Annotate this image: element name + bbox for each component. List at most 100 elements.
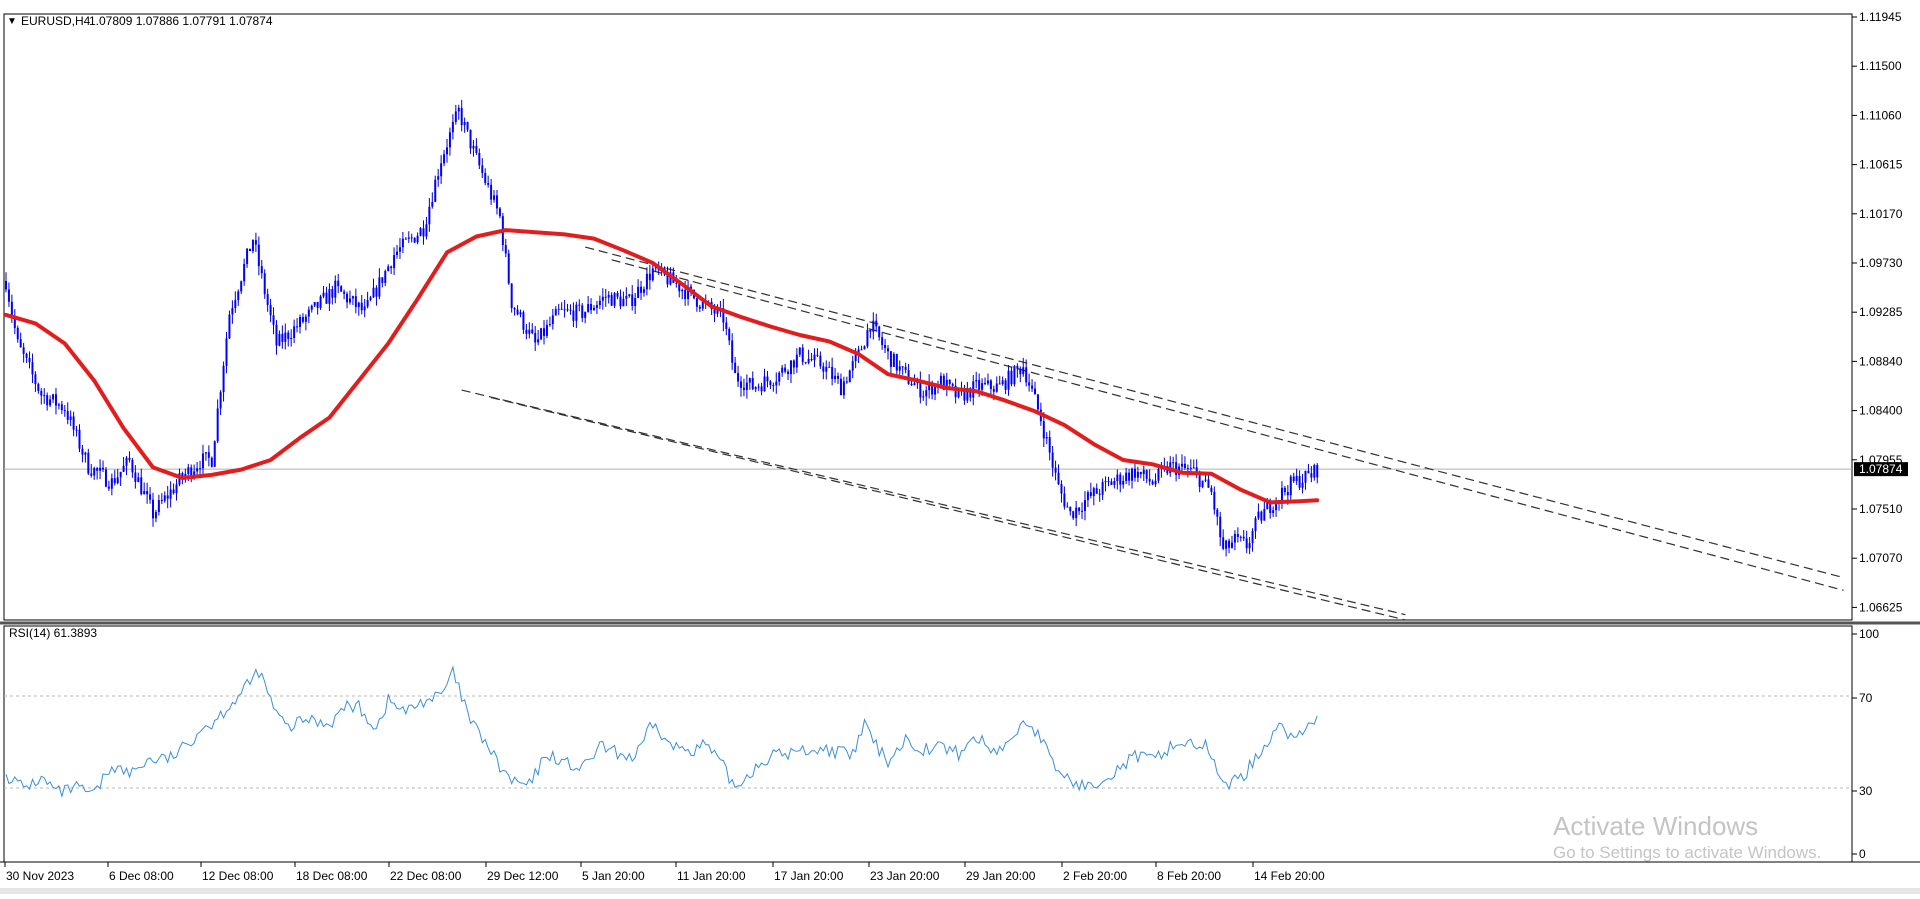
candle-body — [892, 354, 895, 367]
candle-body — [992, 389, 995, 392]
candle-body — [301, 317, 304, 322]
candle-body — [584, 311, 587, 318]
candle-body — [1119, 474, 1122, 485]
candle-body — [84, 452, 87, 455]
candle-body — [604, 296, 607, 298]
candle-body — [687, 286, 690, 300]
candle-body — [898, 366, 901, 371]
candle-body — [157, 500, 160, 513]
candle-body — [1151, 481, 1154, 485]
candle-body — [1292, 476, 1295, 481]
candle-body — [1286, 492, 1289, 496]
candle-body — [645, 273, 648, 290]
candle-body — [125, 457, 128, 466]
candle-body — [437, 176, 440, 180]
candle-body — [287, 332, 290, 339]
candle-body — [490, 184, 493, 200]
candle-body — [16, 327, 19, 340]
channel-line-4[interactable] — [611, 259, 1844, 591]
candle-body — [1269, 502, 1272, 514]
candle-body — [931, 383, 934, 395]
candle-body — [107, 486, 110, 489]
candle-body — [895, 354, 898, 371]
candle-body — [243, 263, 246, 282]
candle-body — [396, 251, 399, 256]
time-tick-label: 22 Dec 08:00 — [390, 869, 462, 883]
candle-body — [1257, 511, 1260, 519]
channel-line-2[interactable] — [490, 396, 1406, 620]
candle-body — [807, 358, 810, 363]
current-price-tag-label: 1.07874 — [1859, 462, 1903, 476]
candle-body — [1201, 480, 1204, 487]
candle-body — [578, 304, 581, 306]
candle-body — [598, 300, 601, 306]
candle-body — [534, 333, 537, 343]
candle-body — [637, 286, 640, 299]
candle-body — [740, 381, 742, 388]
candle-body — [290, 338, 293, 340]
candle-body — [1307, 470, 1310, 474]
candle-body — [269, 304, 272, 316]
candle-body — [175, 484, 178, 494]
candle-body — [713, 309, 716, 314]
candle-body — [440, 163, 443, 177]
candle-body — [322, 292, 325, 297]
candle-body — [1081, 510, 1084, 512]
time-tick-label: 29 Dec 12:00 — [487, 869, 559, 883]
candle-body — [160, 500, 163, 502]
candle-body — [196, 468, 199, 472]
candle-body — [854, 354, 857, 362]
candle-body — [378, 277, 381, 297]
candle-body — [1086, 492, 1089, 501]
candle-body — [928, 383, 931, 391]
candle-body — [845, 381, 848, 383]
bottom-scrollbar[interactable] — [0, 888, 1920, 894]
candle-body — [1031, 385, 1034, 389]
candle-body — [7, 289, 10, 302]
rsi-tick-label: 100 — [1859, 627, 1879, 641]
candle-body — [1145, 470, 1148, 479]
candle-body — [1272, 510, 1275, 514]
candle-body — [149, 494, 152, 500]
activate-windows-hint[interactable]: Go to Settings to activate Windows. — [1553, 843, 1822, 862]
candle-body — [40, 390, 43, 396]
candle-body — [1136, 471, 1139, 478]
candle-body — [1192, 467, 1195, 469]
candle-body — [1207, 479, 1210, 488]
candle-body — [1222, 537, 1225, 549]
candle-body — [1295, 475, 1298, 481]
price-tick-label: 1.06625 — [1859, 600, 1903, 614]
candle-body — [1010, 370, 1013, 385]
candle-body — [343, 291, 346, 294]
candle-body — [363, 306, 366, 311]
candle-body — [10, 301, 13, 316]
candle-body — [1139, 471, 1142, 475]
channel-line-1[interactable] — [461, 389, 1406, 616]
candle-body — [219, 392, 222, 409]
channel-line-3[interactable] — [585, 246, 1844, 579]
candle-body — [881, 337, 884, 345]
candle-body — [116, 477, 119, 484]
time-tick-label: 6 Dec 08:00 — [109, 869, 174, 883]
candle-body — [784, 367, 787, 372]
candle-body — [493, 195, 496, 200]
candle-body — [957, 389, 960, 398]
candle-body — [172, 489, 175, 494]
candle-body — [1122, 480, 1125, 485]
candle-body — [581, 305, 584, 318]
candle-body — [1266, 502, 1269, 510]
candle-body — [240, 281, 243, 292]
candle-body — [143, 491, 146, 495]
candle-body — [401, 238, 404, 248]
candle-body — [463, 122, 466, 126]
candle-body — [443, 154, 446, 164]
collapse-marker[interactable]: ▼ — [7, 16, 17, 27]
candle-body — [919, 379, 922, 398]
candle-body — [963, 389, 966, 401]
candle-body — [1042, 421, 1045, 439]
candle-body — [1216, 509, 1219, 517]
candle-body — [495, 195, 498, 209]
candle-body — [607, 295, 610, 298]
candle-body — [348, 298, 351, 303]
